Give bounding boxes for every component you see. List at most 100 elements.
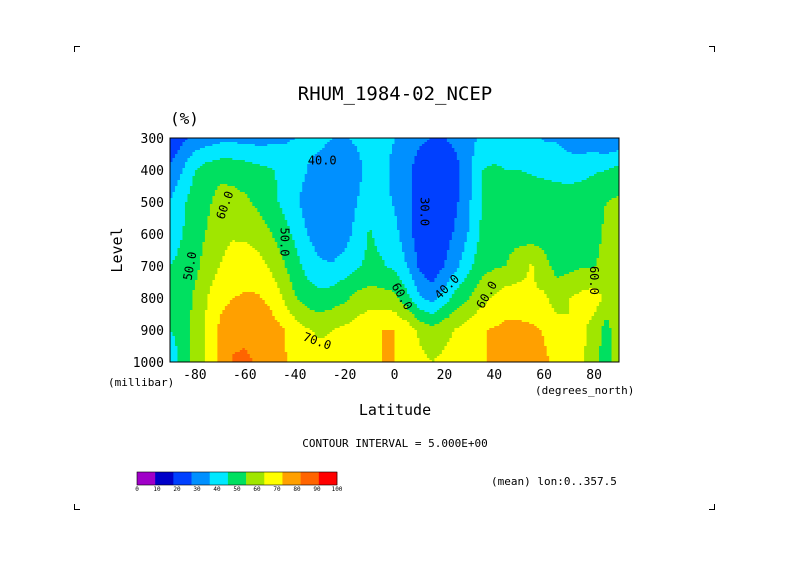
- heatmap-cell: [237, 148, 241, 151]
- heatmap-cell: [576, 144, 580, 147]
- heatmap-cell: [396, 142, 401, 145]
- heatmap-cell: [486, 154, 490, 157]
- heatmap-cell: [494, 148, 498, 151]
- heatmap-cell: [382, 138, 386, 141]
- heatmap-cell: [204, 142, 209, 145]
- heatmap-cell: [516, 148, 520, 151]
- heatmap-cell: [187, 148, 191, 151]
- heatmap-cell: [274, 148, 278, 151]
- heatmap-cell: [382, 150, 386, 153]
- heatmap-cell: [284, 154, 288, 157]
- heatmap-cell: [277, 140, 281, 143]
- heatmap-cell: [491, 140, 495, 143]
- heatmap-cell: [352, 140, 356, 143]
- heatmap-cell: [574, 144, 578, 147]
- heatmap-cell: [177, 144, 181, 147]
- heatmap-cell: [249, 152, 253, 155]
- heatmap-cell: [459, 150, 463, 153]
- heatmap-cell: [541, 154, 545, 157]
- heatmap-cell: [372, 152, 376, 155]
- heatmap-cell: [539, 148, 543, 151]
- heatmap-cell: [254, 154, 258, 157]
- heatmap-cell: [459, 152, 463, 155]
- heatmap-cell: [272, 154, 276, 157]
- heatmap-cell: [232, 142, 236, 145]
- heatmap-cell: [297, 146, 301, 149]
- heatmap-cell: [524, 148, 528, 151]
- heatmap-cell: [529, 138, 533, 141]
- heatmap-cell: [596, 142, 600, 145]
- heatmap-cell: [396, 150, 401, 153]
- heatmap-cell: [189, 144, 194, 147]
- heatmap-cell: [589, 148, 593, 151]
- heatmap-cell: [481, 154, 485, 157]
- heatmap-cell: [591, 142, 595, 145]
- heatmap-cell: [614, 146, 618, 149]
- heatmap-cell: [534, 138, 538, 141]
- heatmap-cell: [484, 144, 488, 147]
- heatmap-cell: [454, 140, 458, 143]
- heatmap-cell: [314, 154, 318, 157]
- heatmap-cell: [456, 138, 460, 141]
- heatmap-cell: [429, 144, 433, 147]
- heatmap-cell: [564, 140, 568, 143]
- heatmap-cell: [387, 144, 391, 147]
- heatmap-cell: [494, 154, 498, 157]
- heatmap-cell: [232, 146, 236, 149]
- heatmap-cell: [569, 138, 573, 141]
- heatmap-cell: [489, 152, 493, 155]
- heatmap-cell: [471, 148, 475, 151]
- heatmap-cell: [546, 148, 550, 151]
- heatmap-cell: [170, 150, 174, 153]
- heatmap-cell: [546, 146, 550, 149]
- heatmap-cell: [596, 150, 600, 153]
- heatmap-cell: [486, 142, 490, 145]
- heatmap-cell: [244, 154, 248, 157]
- heatmap-cell: [526, 152, 530, 155]
- heatmap-cell: [217, 152, 221, 155]
- heatmap-cell: [439, 148, 443, 151]
- heatmap-cell: [566, 152, 570, 155]
- heatmap-cell: [187, 146, 191, 149]
- heatmap-cell: [317, 146, 321, 149]
- heatmap-cell: [554, 140, 558, 143]
- heatmap-cell: [484, 150, 488, 153]
- heatmap-cell: [419, 138, 423, 141]
- heatmap-cell: [526, 154, 530, 157]
- heatmap-cell: [476, 154, 480, 157]
- heatmap-cell: [429, 148, 433, 151]
- heatmap-cell: [586, 138, 590, 141]
- heatmap-cell: [244, 140, 248, 143]
- heatmap-cell: [304, 146, 308, 149]
- heatmap-cell: [451, 144, 455, 147]
- heatmap-cell: [461, 144, 465, 147]
- heatmap-cell: [616, 152, 619, 155]
- heatmap-cell: [229, 152, 233, 155]
- heatmap-cell: [269, 144, 273, 147]
- heatmap-cell: [559, 146, 563, 149]
- heatmap-cell: [172, 152, 176, 155]
- heatmap-cell: [536, 146, 540, 149]
- heatmap-cell: [209, 142, 213, 145]
- heatmap-cell: [264, 142, 268, 145]
- heatmap-cell: [229, 142, 233, 145]
- heatmap-cell: [172, 154, 176, 157]
- heatmap-cell: [546, 150, 550, 153]
- heatmap-cell: [214, 138, 218, 141]
- heatmap-cell: [267, 150, 271, 153]
- heatmap-cell: [564, 154, 568, 157]
- heatmap-cell: [434, 148, 438, 151]
- heatmap-cell: [369, 148, 373, 151]
- heatmap-cell: [454, 142, 458, 145]
- heatmap-cell: [564, 142, 568, 145]
- heatmap-cell: [539, 144, 543, 147]
- heatmap-cell: [416, 154, 421, 157]
- heatmap-cell: [579, 146, 583, 149]
- heatmap-cell: [546, 140, 550, 143]
- heatmap-cell: [322, 146, 326, 149]
- heatmap-cell: [332, 138, 336, 141]
- heatmap-cell: [501, 138, 505, 141]
- heatmap-cell: [524, 144, 528, 147]
- heatmap-cell: [177, 148, 181, 151]
- heatmap-cell: [212, 138, 216, 141]
